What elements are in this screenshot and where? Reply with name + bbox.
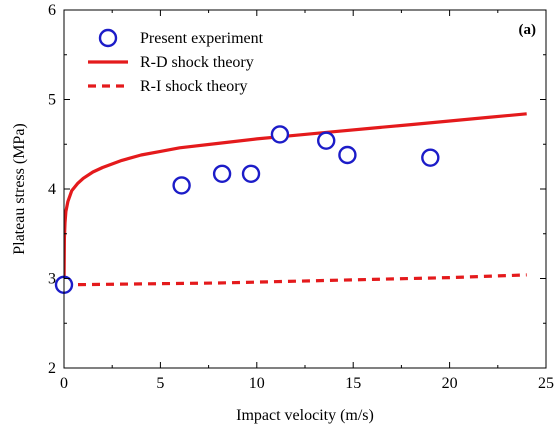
x-tick-label: 15 (345, 375, 361, 392)
x-tick-label: 10 (249, 375, 265, 392)
data-point (172, 176, 191, 195)
series-line-r-i-shock-theory (64, 273, 527, 287)
legend: Present experiment R-D shock theory R-I sh… (88, 28, 264, 95)
ticks-layer: 0 5 10 15 20 25 2 3 4 5 6 (48, 2, 554, 392)
legend-label: Present experiment (140, 30, 264, 47)
y-tick-label: 2 (48, 360, 56, 377)
x-tick-label: 0 (60, 375, 68, 392)
x-axis-label: Impact velocity (m/s) (236, 407, 374, 424)
legend-label: R-I shock theory (140, 78, 248, 95)
x-tick-label: 25 (538, 375, 554, 392)
data-point (212, 164, 232, 183)
series-line-r-d-shock-theory (64, 112, 527, 286)
legend-item: R-I shock theory (88, 78, 248, 95)
data-point (241, 164, 261, 183)
y-tick-label: 6 (48, 2, 56, 19)
data-point (270, 125, 290, 144)
plot-frame (63, 9, 547, 369)
y-axis-label: Plateau stress (MPa) (11, 123, 28, 255)
legend-label: R-D shock theory (140, 54, 254, 71)
legend-marker (98, 28, 118, 48)
panel-label: (a) (519, 22, 537, 38)
data-point (317, 131, 336, 150)
data-point (338, 145, 357, 165)
series-layer (54, 112, 527, 294)
legend-item: R-D shock theory (88, 54, 254, 71)
y-tick-label: 3 (48, 271, 56, 288)
x-tick-label: 20 (442, 375, 458, 392)
y-tick-label: 5 (48, 92, 56, 109)
x-tick-label: 5 (156, 375, 164, 392)
y-tick-label: 4 (48, 181, 56, 198)
data-point (421, 148, 440, 167)
legend-item: Present experiment (98, 28, 264, 48)
